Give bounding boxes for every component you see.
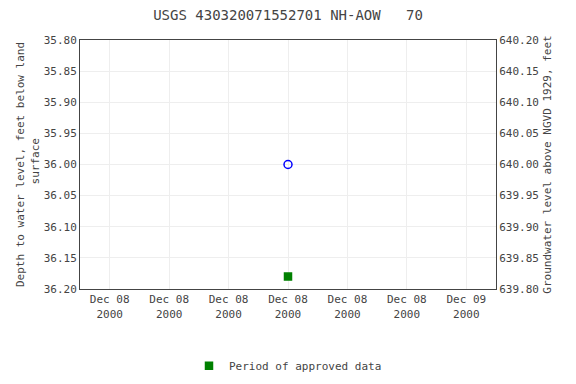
svg-text:640.00: 640.00 (499, 158, 539, 171)
svg-text:639.90: 639.90 (499, 221, 539, 234)
svg-text:35.80: 35.80 (44, 34, 77, 47)
svg-text:Dec 082000: Dec 082000 (268, 293, 308, 320)
svg-text:35.85: 35.85 (44, 65, 77, 78)
svg-text:639.85: 639.85 (499, 252, 539, 265)
svg-text:36.15: 36.15 (44, 252, 77, 265)
svg-text:640.10: 640.10 (499, 96, 539, 109)
svg-text:Dec 082000: Dec 082000 (209, 293, 249, 320)
svg-text:Depth to water level, feet bel: Depth to water level, feet below land su… (14, 42, 41, 287)
svg-text:Dec 082000: Dec 082000 (387, 293, 427, 320)
svg-text:USGS 430320071552701 NH-AOW: USGS 430320071552701 NH-AOW 70 (153, 7, 423, 23)
svg-text:640.15: 640.15 (499, 65, 539, 78)
svg-text:639.80: 639.80 (499, 283, 539, 296)
svg-text:36.20: 36.20 (44, 283, 77, 296)
svg-text:Dec 082000: Dec 082000 (90, 293, 130, 320)
svg-text:639.95: 639.95 (499, 189, 539, 202)
svg-text:Groundwater level above NGVD 1: Groundwater level above NGVD 1929, feet (541, 35, 554, 293)
svg-text:Period of approved data: Period of approved data (229, 360, 381, 373)
svg-text:Dec 092000: Dec 092000 (446, 293, 486, 320)
svg-text:35.90: 35.90 (44, 96, 77, 109)
svg-text:35.95: 35.95 (44, 127, 77, 140)
svg-text:36.05: 36.05 (44, 189, 77, 202)
svg-text:640.05: 640.05 (499, 127, 539, 140)
svg-text:640.20: 640.20 (499, 34, 539, 47)
svg-text:Dec 082000: Dec 082000 (328, 293, 368, 320)
svg-text:36.10: 36.10 (44, 221, 77, 234)
svg-text:Dec 082000: Dec 082000 (149, 293, 189, 320)
svg-text:36.00: 36.00 (44, 158, 77, 171)
